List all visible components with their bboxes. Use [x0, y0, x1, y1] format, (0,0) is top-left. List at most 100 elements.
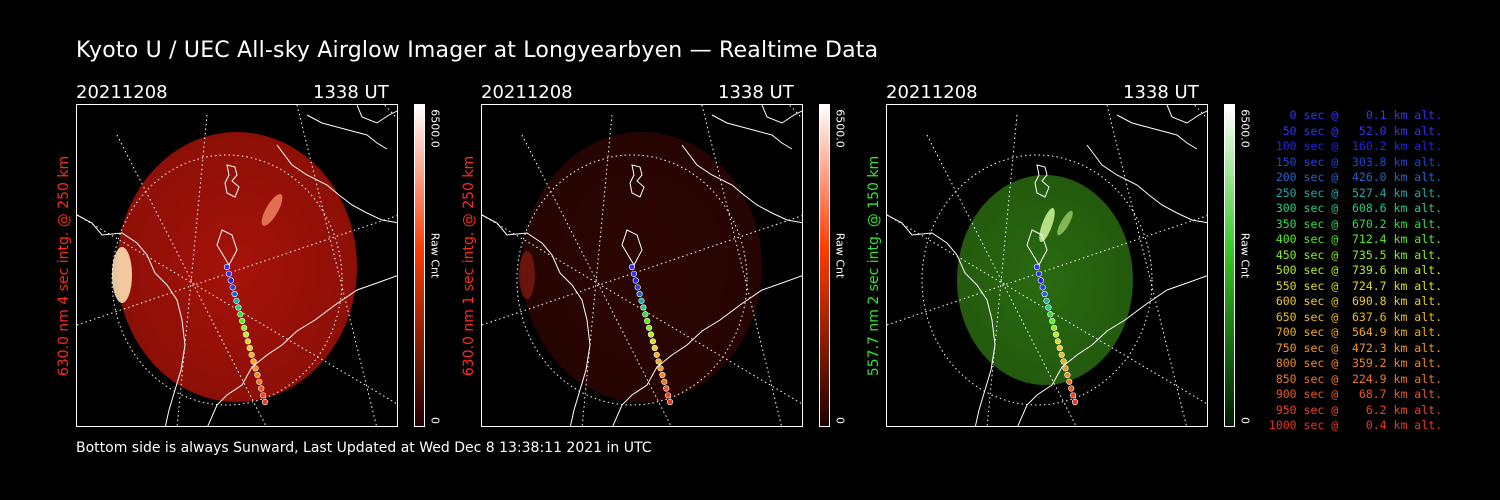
- trajectory-point: [638, 297, 645, 304]
- trajectory-point: [646, 324, 653, 331]
- trajectory-point: [1058, 351, 1065, 358]
- trajectory-point: [1056, 344, 1063, 352]
- legend-row: 250 sec @ 527.4 km alt.: [1268, 185, 1442, 200]
- trajectory-point: [1054, 338, 1061, 345]
- panel-2-date: 20211208: [481, 82, 573, 103]
- panel-1-side-label-text: 630.0 nm 4 sec intg. @ 250 km: [56, 155, 72, 376]
- trajectory-point: [1068, 385, 1075, 392]
- panel-3-time: 1338 UT: [1123, 82, 1199, 103]
- trajectory-point: [636, 290, 643, 298]
- trajectory-point: [1066, 378, 1073, 385]
- legend-row: 900 sec @ 68.7 km alt.: [1268, 387, 1442, 401]
- legend-row: 700 sec @ 564.9 km alt.: [1268, 325, 1442, 339]
- trajectory-point: [231, 290, 238, 298]
- panel-3-side-label-text: 557.7 nm 2 sec intg. @ 150 km: [866, 155, 882, 376]
- panel-1-image: [76, 104, 398, 427]
- panel-1-time: 1338 UT: [313, 82, 389, 103]
- trajectory-point: [252, 365, 259, 372]
- trajectory-point: [229, 284, 236, 291]
- trajectory-point: [239, 317, 246, 325]
- trajectory-point: [237, 311, 244, 318]
- trajectory-point: [1062, 365, 1069, 372]
- panel-2-colorbar-labels: 6500.0 Raw Cnt 0: [833, 104, 847, 427]
- legend-row: 600 sec @ 690.8 km alt.: [1268, 294, 1442, 308]
- trajectory-point: [1041, 290, 1048, 298]
- trajectory-legend: 0 sec @ 0.1 km alt. 50 sec @ 52.0 km alt…: [1262, 108, 1442, 434]
- page-title: Kyoto U / UEC All-sky Airglow Imager at …: [76, 38, 879, 63]
- legend-row: 800 sec @ 359.2 km alt.: [1268, 356, 1442, 370]
- trajectory-point: [651, 344, 658, 352]
- trajectory-point: [227, 277, 234, 284]
- trajectory-point: [1060, 358, 1067, 365]
- trajectory-point: [1037, 277, 1044, 284]
- trajectory-point: [1039, 284, 1046, 291]
- trajectory-point: [1071, 398, 1079, 406]
- panel-3-cbar-min: 0: [1238, 417, 1252, 424]
- panel-3-image: [886, 104, 1208, 427]
- trajectory-point: [1051, 324, 1058, 331]
- panel-1-cbar-max: 6500.0: [428, 109, 442, 148]
- legend-row: 350 sec @ 670.2 km alt.: [1268, 216, 1442, 231]
- panel-2-side-label: 630.0 nm 1 sec intg. @ 250 km: [459, 104, 479, 427]
- trajectory-point: [659, 371, 666, 379]
- trajectory-point: [630, 270, 637, 277]
- trajectory-point: [246, 344, 253, 352]
- trajectory-point: [250, 358, 257, 365]
- trajectory-point: [1043, 297, 1050, 304]
- trajectory-point: [241, 324, 248, 331]
- trajectory-point: [1064, 371, 1071, 379]
- trajectory-point: [260, 392, 267, 399]
- trajectory-point: [248, 351, 255, 358]
- panel-3-colorbar: [1224, 104, 1235, 427]
- panel-3-map: [887, 105, 1207, 426]
- panel-3-cbar-max: 6500.0: [1238, 109, 1252, 148]
- trajectory-point: [261, 398, 269, 406]
- panel-2-cbar-max: 6500.0: [833, 109, 847, 148]
- panel-1-cbar-min: 0: [428, 417, 442, 424]
- panel-1-side-label: 630.0 nm 4 sec intg. @ 250 km: [54, 104, 74, 427]
- legend-row: 450 sec @ 735.5 km alt.: [1268, 247, 1442, 262]
- trajectory-point: [223, 263, 231, 271]
- panel-3-cbar-unit: Raw Cnt: [1238, 232, 1252, 279]
- trajectory-point: [642, 311, 649, 318]
- legend-row: 150 sec @ 303.8 km alt.: [1268, 154, 1442, 169]
- panel-2-side-label-text: 630.0 nm 1 sec intg. @ 250 km: [461, 155, 477, 376]
- legend-row: 850 sec @ 224.9 km alt.: [1268, 371, 1442, 386]
- trajectory-point: [628, 263, 636, 271]
- trajectory-point: [1047, 311, 1054, 318]
- trajectory-point: [640, 304, 647, 311]
- trajectory-point: [256, 378, 263, 385]
- panel-2-colorbar: [819, 104, 830, 427]
- panel-3-side-label: 557.7 nm 2 sec intg. @ 150 km: [864, 104, 884, 427]
- trajectory-point: [665, 392, 672, 399]
- legend-row: 400 sec @ 712.4 km alt.: [1268, 232, 1442, 246]
- panel-1-map: [77, 105, 397, 426]
- panel-3-sky-disc: [957, 175, 1133, 385]
- trajectory-point: [632, 277, 639, 284]
- trajectory-point: [242, 331, 250, 338]
- legend-row: 650 sec @ 637.6 km alt.: [1268, 309, 1442, 324]
- trajectory-point: [655, 358, 662, 365]
- panel-2-map: [482, 105, 802, 426]
- legend-row: 0 sec @ 0.1 km alt.: [1268, 108, 1442, 122]
- legend-row: 300 sec @ 608.6 km alt.: [1268, 201, 1442, 215]
- trajectory-point: [644, 317, 651, 325]
- panel-2-sky-disc: [522, 132, 762, 402]
- legend-row: 100 sec @ 160.2 km alt.: [1268, 139, 1442, 153]
- trajectory-point: [235, 304, 242, 311]
- trajectory-point: [1070, 392, 1077, 399]
- legend-row: 550 sec @ 724.7 km alt.: [1268, 278, 1442, 293]
- panel-1-colorbar-labels: 6500.0 Raw Cnt 0: [428, 104, 442, 427]
- panel-3-date: 20211208: [886, 82, 978, 103]
- trajectory-point: [647, 331, 655, 338]
- trajectory-point: [1035, 270, 1042, 277]
- legend-row: 500 sec @ 739.6 km alt.: [1268, 263, 1442, 277]
- trajectory-point: [1052, 331, 1060, 338]
- trajectory-point: [663, 385, 670, 392]
- trajectory-point: [1049, 317, 1056, 325]
- trajectory-point: [258, 385, 265, 392]
- legend-row: 750 sec @ 472.3 km alt.: [1268, 340, 1442, 355]
- trajectory-point: [225, 270, 232, 277]
- trajectory-point: [254, 371, 261, 379]
- trajectory-point: [634, 284, 641, 291]
